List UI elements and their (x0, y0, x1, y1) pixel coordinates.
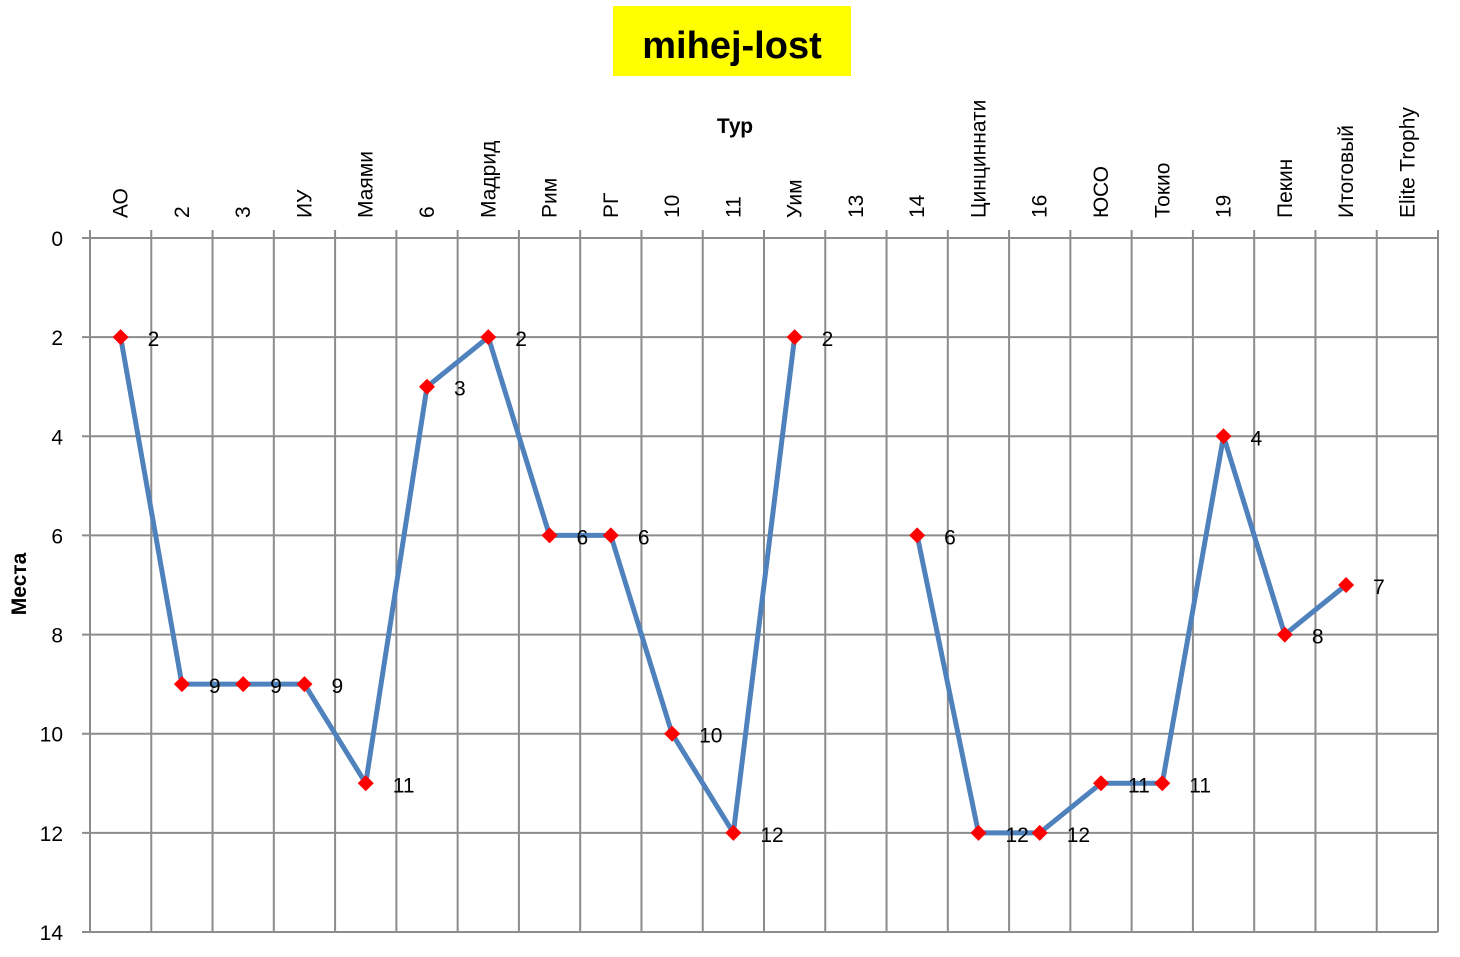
x-tick-label: Пекин (1274, 159, 1297, 218)
data-point (112, 329, 129, 346)
x-tick-label: 14 (906, 194, 929, 218)
x-tick-label: ЮСО (1090, 166, 1113, 218)
x-axis-title: Тур (717, 115, 753, 138)
data-point (173, 676, 190, 693)
data-label: 10 (699, 725, 722, 748)
x-tick-label: 10 (661, 195, 684, 218)
x-tick-label: 2 (171, 206, 194, 218)
x-tick-label: ИУ (293, 189, 316, 218)
data-label: 6 (638, 526, 650, 549)
data-label: 6 (944, 526, 956, 549)
data-point (970, 824, 987, 841)
data-label: 7 (1373, 576, 1385, 599)
data-point (419, 378, 435, 395)
data-point (357, 775, 374, 792)
x-tick-label: Цинциннати (967, 100, 990, 218)
data-point (296, 676, 313, 693)
markers (112, 329, 1355, 841)
data-label: 6 (577, 526, 589, 549)
data-point (786, 329, 803, 346)
data-point (541, 527, 558, 544)
y-tick-label: 14 (40, 922, 64, 945)
x-tick-label: 3 (232, 206, 255, 218)
x-tick-label: Маями (355, 151, 378, 218)
data-point (1031, 824, 1048, 841)
data-label: 2 (515, 328, 527, 351)
y-tick-label: 10 (40, 724, 63, 747)
y-axis-ticks: 0 2 4 6 8 10 12 14 (40, 228, 64, 945)
data-point (1276, 626, 1293, 643)
data-label: 2 (822, 328, 834, 351)
data-label: 12 (1067, 824, 1090, 847)
data-point (480, 329, 497, 346)
x-tick-label: Рим (539, 178, 562, 218)
data-point (235, 676, 252, 693)
y-tick-label: 0 (51, 228, 63, 251)
data-point (1338, 577, 1355, 593)
x-tick-label: Elite Trophy (1396, 107, 1419, 218)
x-tick-label: 19 (1213, 195, 1236, 218)
data-point (1215, 428, 1232, 445)
data-point (602, 527, 619, 544)
series-line (118, 334, 798, 836)
y-tick-label: 12 (40, 823, 63, 846)
x-tick-label: АО (110, 188, 133, 218)
x-tick-label: 13 (845, 195, 868, 218)
x-tick-label: Уим (784, 179, 807, 218)
x-tick-label: Мадрид (477, 141, 500, 218)
data-label: 8 (1312, 626, 1324, 649)
series-line (914, 433, 1349, 836)
data-label: 11 (393, 774, 415, 797)
data-label: 9 (209, 675, 221, 698)
data-point (664, 725, 681, 742)
y-tick-label: 4 (51, 426, 63, 449)
x-tick-label: 16 (1029, 195, 1052, 218)
data-label: 12 (760, 824, 783, 847)
data-labels: 2 9 9 9 11 3 2 6 6 10 12 2 6 12 12 11 11 4 8 7 (148, 328, 1385, 847)
gridlines (82, 230, 1439, 933)
data-label: 4 (1251, 427, 1263, 450)
y-tick-label: 2 (51, 327, 63, 350)
y-tick-label: 8 (51, 625, 63, 648)
x-tick-label: 11 (722, 196, 745, 218)
data-point (1093, 775, 1109, 792)
data-label: 11 (1189, 774, 1211, 797)
x-tick-label: РГ (600, 193, 623, 218)
chart-title: mihej-lost (642, 25, 822, 67)
series (118, 334, 1349, 836)
x-axis-ticks: АО 2 3 ИУ Маями 6 Мадрид Рим РГ 10 11 Уим 13 14 Цинцин… (110, 100, 1420, 218)
chart-title-background (613, 6, 851, 76)
data-point (725, 824, 742, 841)
data-label: 3 (454, 378, 466, 401)
data-label: 12 (1005, 824, 1028, 847)
x-tick-label: Итоговый (1335, 125, 1358, 218)
data-label: 9 (331, 675, 343, 698)
data-label: 2 (148, 328, 160, 351)
data-point (1154, 775, 1171, 792)
data-label: 9 (270, 675, 282, 698)
data-point (909, 527, 926, 544)
x-tick-label: 6 (416, 206, 439, 218)
y-axis-title: Места (8, 552, 31, 615)
x-tick-label: Токио (1151, 163, 1174, 218)
data-label: 11 (1128, 774, 1150, 797)
y-tick-label: 6 (51, 525, 63, 548)
